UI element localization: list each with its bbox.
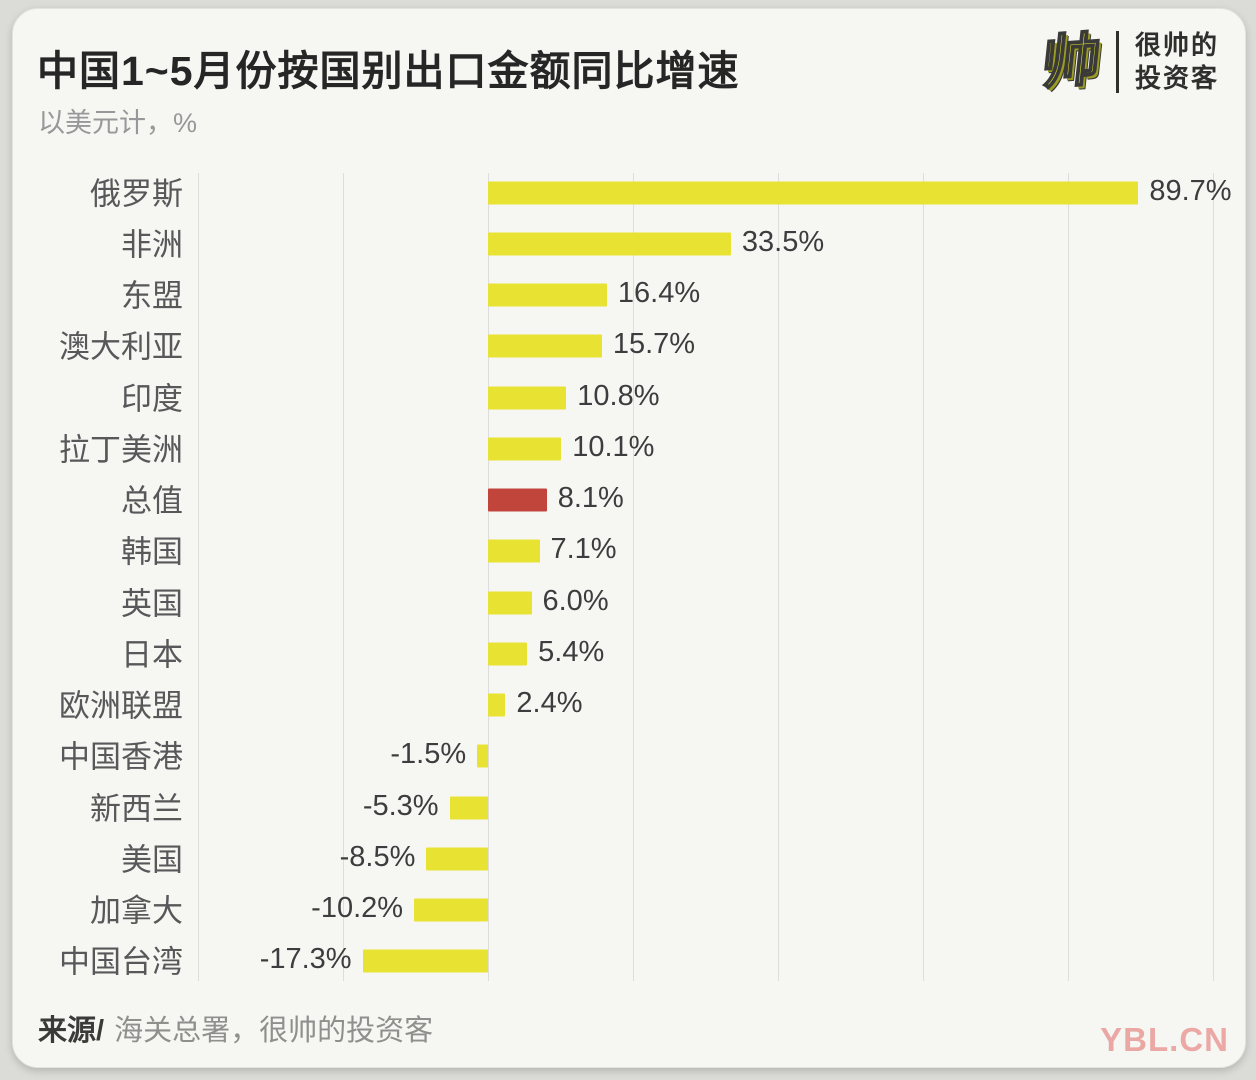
category-label: 印度: [121, 381, 183, 417]
chart-row: 非洲 33.5%: [13, 218, 1245, 269]
gridline: [778, 173, 779, 981]
gridline: [633, 173, 634, 981]
gridline: [198, 173, 199, 981]
chart-row: 新西兰 -5.3%: [13, 782, 1245, 833]
chart-row: 印度 10.8%: [13, 372, 1245, 423]
brand-name-line2: 投资客: [1134, 62, 1219, 93]
value-label: 89.7%: [1149, 174, 1232, 207]
bar: [488, 591, 532, 615]
chart-subtitle: 以美元计，%: [38, 108, 198, 138]
bar: [488, 693, 506, 717]
category-label: 中国台湾: [59, 945, 183, 981]
value-label: 15.7%: [612, 328, 696, 361]
category-label: 日本: [121, 637, 183, 673]
gridline: [488, 173, 489, 981]
chart-row: 日本 5.4%: [13, 628, 1245, 679]
bar: [488, 539, 540, 563]
infographic-card: 中国1~5月份按国别出口金额同比增速 以美元计，% 帅 很帅的 投资客 俄罗斯 8…: [12, 8, 1246, 1068]
chart-title: 中国1~5月份按国别出口金额同比增速: [37, 48, 740, 94]
category-label: 总值: [121, 483, 183, 519]
category-label: 美国: [121, 842, 183, 878]
category-label: 澳大利亚: [59, 330, 183, 366]
bar: [488, 488, 547, 512]
value-label: 8.1%: [557, 482, 624, 515]
value-label: 10.1%: [572, 431, 655, 464]
chart-row: 加拿大 -10.2%: [13, 885, 1245, 936]
category-label: 加拿大: [90, 893, 183, 929]
gridline: [343, 173, 344, 981]
source-line: 来源/海关总署，很帅的投资客: [38, 1007, 433, 1049]
category-label: 非洲: [121, 227, 183, 263]
bar-chart: 俄罗斯 89.7% 非洲 33.5% 东盟 16.4% 澳大利亚 15.7% 印度 10.8% 拉丁…: [13, 167, 1245, 987]
chart-row: 韩国 7.1%: [13, 526, 1245, 577]
value-label: 16.4%: [617, 277, 701, 310]
watermark: YBL.CN: [1100, 1021, 1229, 1058]
brand-name-line1: 很帅的: [1134, 30, 1219, 60]
bar: [488, 283, 607, 307]
category-label: 欧洲联盟: [59, 688, 183, 724]
chart-row: 英国 6.0%: [13, 577, 1245, 628]
source-text: 海关总署，很帅的投资客: [114, 1015, 434, 1047]
chart-row: 俄罗斯 89.7%: [13, 167, 1245, 218]
value-label: 2.4%: [516, 687, 583, 720]
category-label: 俄罗斯: [90, 176, 183, 212]
bar: [477, 744, 488, 768]
shuai-3d-icon: 帅: [1037, 26, 1104, 97]
value-label: -10.2%: [311, 892, 404, 925]
category-label: 东盟: [121, 278, 183, 314]
source-prefix: 来源/: [38, 1015, 105, 1047]
chart-row: 中国台湾 -17.3%: [13, 936, 1245, 987]
bar: [488, 232, 731, 256]
bar: [426, 847, 488, 871]
bar: [488, 334, 602, 358]
bar: [362, 949, 488, 973]
chart-row: 欧洲联盟 2.4%: [13, 680, 1245, 731]
bar: [488, 437, 562, 461]
gridline: [1068, 173, 1069, 981]
gridline: [923, 173, 924, 981]
value-label: 6.0%: [542, 584, 609, 617]
chart-row: 澳大利亚 15.7%: [13, 321, 1245, 372]
brand-logo: 帅 很帅的 投资客: [1037, 26, 1219, 97]
bar: [488, 181, 1139, 205]
chart-row: 总值 8.1%: [13, 475, 1245, 526]
chart-row: 中国香港 -1.5%: [13, 731, 1245, 782]
value-label: -8.5%: [339, 841, 416, 874]
bar: [488, 642, 528, 666]
category-label: 拉丁美洲: [59, 432, 183, 468]
category-label: 韩国: [121, 535, 183, 571]
bar: [488, 386, 567, 410]
category-label: 中国香港: [59, 740, 183, 776]
bar: [414, 898, 488, 922]
bar: [449, 796, 488, 820]
chart-row: 拉丁美洲 10.1%: [13, 423, 1245, 474]
value-label: -17.3%: [259, 943, 352, 976]
value-label: 7.1%: [550, 533, 617, 566]
value-label: -5.3%: [362, 789, 439, 822]
category-label: 英国: [121, 586, 183, 622]
category-label: 新西兰: [90, 791, 183, 827]
value-label: 10.8%: [577, 379, 660, 412]
logo-divider: [1115, 30, 1119, 93]
value-label: -1.5%: [390, 738, 467, 771]
chart-row: 美国 -8.5%: [13, 833, 1245, 884]
brand-name: 很帅的 投资客: [1135, 29, 1219, 94]
value-label: 33.5%: [741, 226, 825, 259]
chart-row: 东盟 16.4%: [13, 270, 1245, 321]
value-label: 5.4%: [538, 636, 605, 669]
gridline: [1213, 173, 1214, 981]
